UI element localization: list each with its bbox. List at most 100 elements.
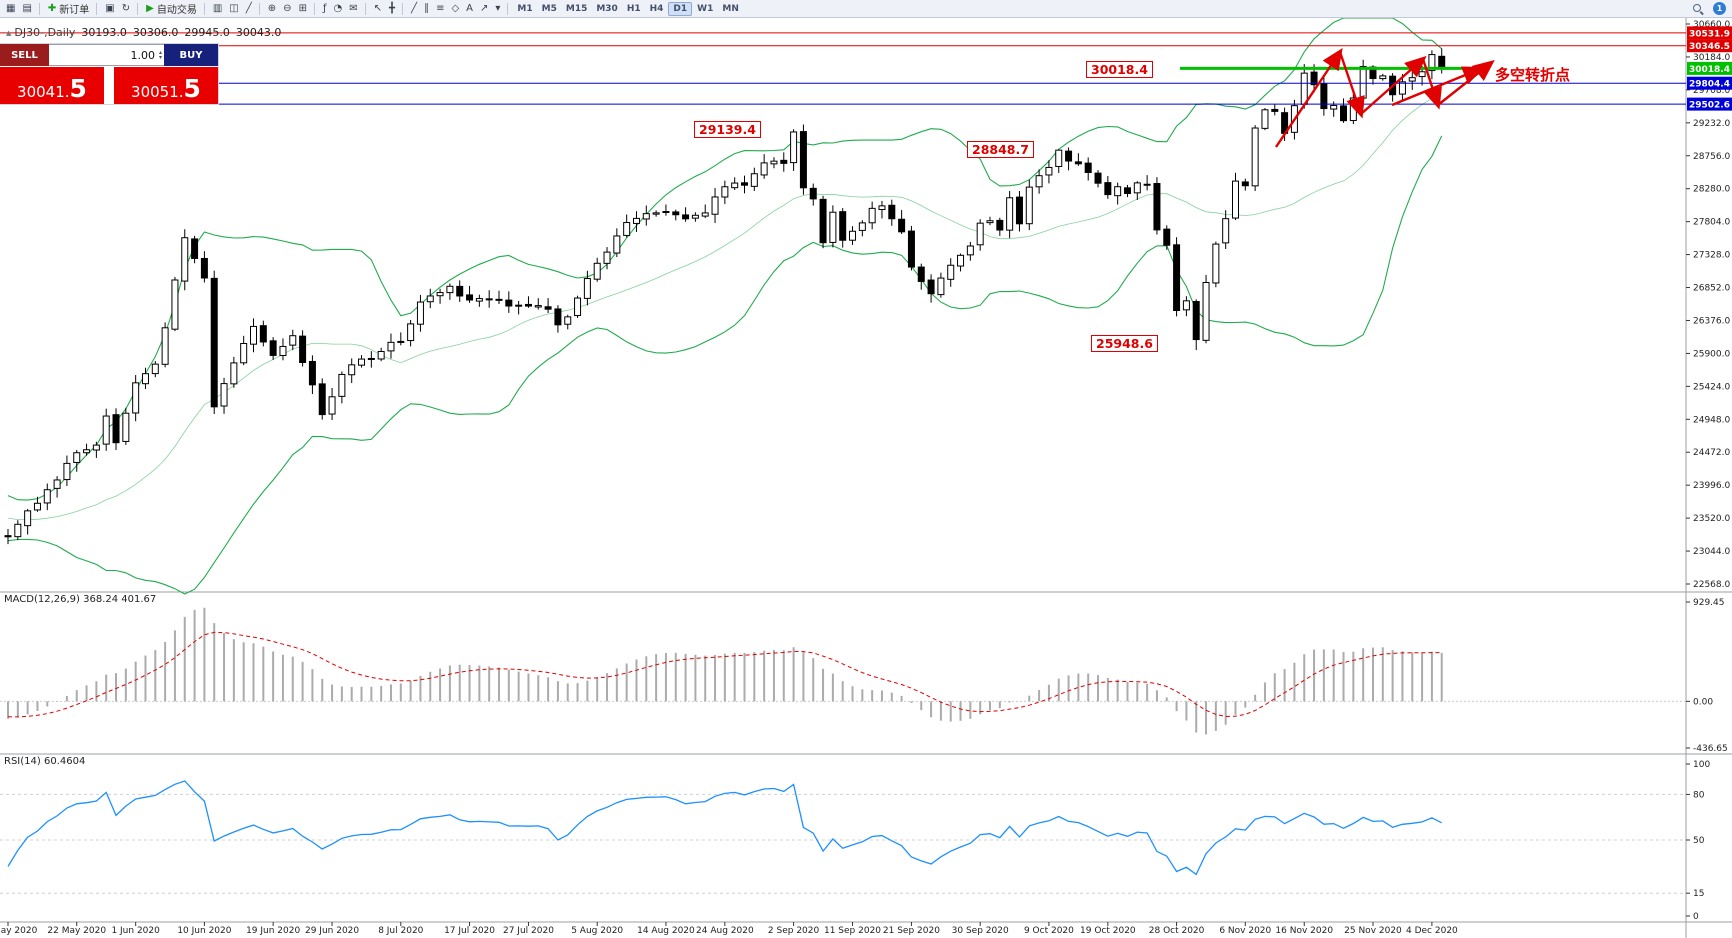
autotrading-button[interactable]: ▶ 自动交易 [143, 2, 200, 17]
timeframe-h4-button[interactable]: H4 [649, 3, 664, 14]
svg-text:5 Aug 2020: 5 Aug 2020 [571, 926, 623, 936]
lot-decrease-button[interactable]: ▾ [158, 54, 162, 61]
buy-button[interactable]: BUY [164, 44, 218, 66]
indicators-button[interactable]: ƒ [320, 2, 330, 16]
periods-icon: ◔ [333, 2, 343, 14]
timeframe-mn-button[interactable]: MN [722, 3, 739, 14]
toolbar-separator [203, 2, 205, 15]
sell-button[interactable]: SELL [0, 44, 49, 66]
cursor-button[interactable]: ↖ [371, 2, 385, 16]
lot-size-value[interactable]: 1.00 [130, 48, 155, 62]
price-annotation-25948[interactable]: 25948.6 [1091, 335, 1158, 352]
chart-window-icon: ▣ [105, 2, 115, 14]
crosshair-button[interactable]: ╋ [386, 2, 398, 16]
candlestick-chart-button[interactable]: ◫ [226, 2, 241, 16]
lot-spinner: ▴ ▾ [158, 49, 162, 61]
svg-text:14 Aug 2020: 14 Aug 2020 [637, 926, 695, 936]
zoom-out-icon: ⊖ [283, 2, 292, 14]
macd-indicator: 929.45 0.00 -436.65 [0, 598, 1728, 754]
new-chart-button[interactable]: ▦ [3, 2, 18, 16]
periods-button[interactable]: ◔ [330, 2, 345, 16]
toolbar: ▦ ▤ ✚ 新订单 ▣ ↻ ▶ 自动交易 ▥ ◫ ╱ ⊕ ⊖ ⊞ ƒ ◔ ✉ ↖ ╋ ╱ ∥ ≡ ◇ A ↗ ▾ M1 M5 M15 M3… [0, 0, 1732, 18]
lot-increase-button[interactable]: ▴ [158, 49, 162, 56]
toolbar-separator [313, 2, 315, 15]
mail-icon: ✉ [349, 2, 358, 14]
chart-window-button[interactable]: ▣ [102, 2, 117, 16]
rsi-indicator: 100 80 50 15 0 [0, 760, 1710, 922]
svg-text:-436.65: -436.65 [1693, 744, 1728, 754]
search-icon[interactable] [1692, 3, 1704, 15]
text-button[interactable]: A [463, 2, 476, 16]
svg-text:22 May 2020: 22 May 2020 [47, 926, 106, 936]
refresh-button[interactable]: ↻ [119, 2, 133, 16]
timeframe-m1-button[interactable]: M1 [517, 3, 533, 14]
turning-point-label[interactable]: 多空转折点 [1495, 66, 1571, 84]
svg-text:26852.0: 26852.0 [1693, 284, 1730, 294]
community-badge[interactable]: 1 [1713, 2, 1726, 15]
sell-price-display[interactable]: 30041. 5 [0, 67, 104, 104]
svg-text:29804.4: 29804.4 [1689, 80, 1730, 90]
svg-text:25 Nov 2020: 25 Nov 2020 [1344, 926, 1402, 936]
arrows-button[interactable]: ↗ [477, 2, 491, 16]
profiles-icon: ▤ [22, 2, 32, 14]
macd-signal-line [7, 631, 1442, 718]
lot-size-field[interactable]: 1.00 ▴ ▾ [49, 44, 164, 66]
svg-text:1 Jun 2020: 1 Jun 2020 [111, 926, 160, 936]
svg-text:30346.5: 30346.5 [1689, 42, 1730, 52]
svg-text:80: 80 [1693, 790, 1705, 800]
new-order-button[interactable]: ✚ 新订单 [45, 2, 92, 17]
mail-button[interactable]: ✉ [346, 2, 360, 16]
high-value: 30306.0 [132, 26, 179, 39]
price-annotation-30018[interactable]: 30018.4 [1086, 61, 1153, 78]
axis-price-tag [1687, 97, 1732, 111]
buy-price-head: 30051. [131, 83, 184, 101]
line-chart-button[interactable]: ╱ [243, 2, 255, 16]
profiles-button[interactable]: ▤ [19, 2, 34, 16]
timeframe-w1-button[interactable]: W1 [697, 3, 714, 14]
toolbar-separator [402, 2, 404, 15]
line-chart-icon: ╱ [245, 2, 252, 14]
svg-text:30 Sep 2020: 30 Sep 2020 [952, 926, 1009, 936]
horizontal-lines[interactable]: 30531.9 30346.5 30018.4 29804.4 29502.6 [0, 26, 1732, 111]
bar-chart-button[interactable]: ▥ [210, 2, 225, 16]
one-click-trading-panel: SELL 1.00 ▴ ▾ BUY 30041. 5 30051. 5 [0, 44, 218, 104]
svg-text:22568.0: 22568.0 [1693, 580, 1730, 590]
toolbar-separator [137, 2, 139, 15]
price-annotation-29139[interactable]: 29139.4 [694, 121, 761, 138]
more-tools-button[interactable]: ▾ [492, 2, 503, 16]
tile-windows-button[interactable]: ⊞ [296, 2, 310, 16]
close-value: 30043.0 [235, 26, 282, 39]
fibonacci-button[interactable]: ≡ [433, 2, 447, 16]
zoom-out-button[interactable]: ⊖ [280, 2, 294, 16]
buy-price-big-digit: 5 [183, 74, 201, 103]
svg-text:4 Dec 2020: 4 Dec 2020 [1406, 926, 1458, 936]
svg-text:29502.6: 29502.6 [1689, 101, 1730, 111]
toolbar-main: ▦ ▤ ✚ 新订单 ▣ ↻ ▶ 自动交易 ▥ ◫ ╱ ⊕ ⊖ ⊞ ƒ ◔ ✉ ↖ ╋ ╱ ∥ ≡ ◇ A ↗ ▾ M1 M5 M15 M3… [0, 0, 743, 17]
zoom-in-button[interactable]: ⊕ [265, 2, 279, 16]
more-tools-icon: ▾ [495, 2, 501, 14]
timeframe-m5-button[interactable]: M5 [541, 3, 557, 14]
svg-text:16 Nov 2020: 16 Nov 2020 [1275, 926, 1333, 936]
timeframe-h1-button[interactable]: H1 [626, 3, 641, 14]
axis-price-tag [1687, 39, 1732, 53]
buy-price-display[interactable]: 30051. 5 [114, 67, 218, 104]
channel-button[interactable]: ∥ [421, 2, 432, 16]
chart-title: ▲ DJ30-,Daily 30193.0 30306.0 29945.0 30043.0 [6, 26, 281, 39]
price-annotation-28848[interactable]: 28848.7 [967, 141, 1034, 158]
trend-arrows[interactable] [1275, 48, 1495, 148]
timeframe-m30-button[interactable]: M30 [596, 3, 618, 14]
timeframe-d1-button[interactable]: D1 [668, 1, 693, 16]
sell-price-big-digit: 5 [69, 74, 87, 103]
svg-text:30531.9: 30531.9 [1689, 29, 1730, 39]
shapes-button[interactable]: ◇ [448, 2, 462, 16]
trendline-button[interactable]: ╱ [408, 2, 420, 16]
svg-text:17 Jul 2020: 17 Jul 2020 [444, 926, 495, 936]
svg-text:29 Jun 2020: 29 Jun 2020 [305, 926, 359, 936]
trend-arrow [1360, 55, 1427, 115]
svg-text:27328.0: 27328.0 [1693, 251, 1730, 261]
refresh-icon: ↻ [121, 2, 131, 14]
timeframe-m15-button[interactable]: M15 [565, 3, 588, 14]
